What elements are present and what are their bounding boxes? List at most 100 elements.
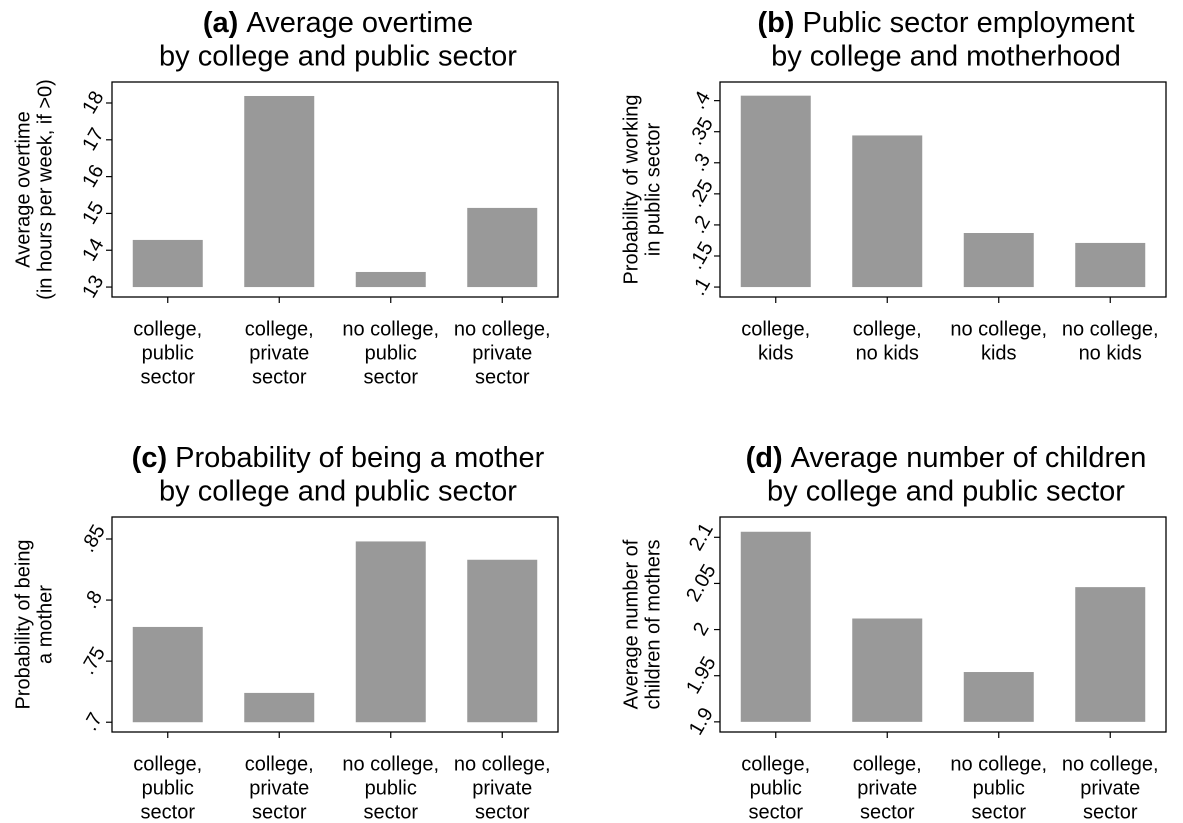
y-tick-label: 2.1: [685, 519, 718, 554]
bar: [963, 232, 1034, 288]
y-tick-label: 15: [78, 198, 108, 228]
y-tick-label: .7: [80, 709, 107, 734]
x-tick-label: public: [142, 777, 194, 799]
bar: [355, 541, 426, 723]
bar: [1075, 587, 1146, 722]
bar: [132, 239, 203, 288]
x-tick-label: college,: [741, 318, 810, 340]
chart-title: (a) Average overtime: [203, 7, 473, 39]
x-tick-label: college,: [245, 318, 314, 340]
chart-title: (b) Public sector employment: [757, 7, 1134, 39]
x-tick-label: sector: [364, 366, 419, 388]
y-tick-label: .35: [685, 114, 718, 149]
y-axis-label: Probability of being: [12, 539, 34, 709]
x-tick-label: no kids: [856, 342, 919, 364]
bar: [467, 559, 538, 723]
panel-label: (b): [757, 7, 794, 39]
x-tick-label: sector: [1083, 801, 1138, 823]
y-tick-label: 16: [78, 161, 108, 191]
x-tick-label: sector: [252, 366, 307, 388]
plot-frame: [719, 81, 1167, 298]
x-tick-label: no college,: [342, 318, 439, 340]
x-tick-label: no college,: [950, 318, 1047, 340]
y-tick-label: 17: [78, 124, 108, 154]
x-tick-label: college,: [741, 753, 810, 775]
y-axis-label: children of mothers: [642, 539, 664, 709]
bar: [740, 95, 811, 288]
x-tick-label: no kids: [1079, 342, 1142, 364]
x-tick-label: private: [249, 342, 309, 364]
y-axis-label: a mother: [34, 585, 56, 664]
y-tick-label: .25: [685, 176, 718, 211]
bar: [355, 271, 426, 288]
title-space: [794, 7, 802, 39]
bar: [1075, 242, 1146, 288]
y-tick-label: 13: [78, 272, 108, 302]
y-tick-label: .8: [80, 587, 107, 612]
x-tick-label: college,: [245, 753, 314, 775]
y-tick-label: 2: [689, 619, 714, 640]
x-tick-label: no college,: [454, 753, 551, 775]
title-space: [238, 7, 246, 39]
x-tick-label: no college,: [1062, 318, 1159, 340]
x-tick-label: private: [472, 777, 532, 799]
x-tick-label: sector: [475, 366, 530, 388]
x-tick-label: college,: [133, 318, 202, 340]
x-tick-label: private: [249, 777, 309, 799]
x-tick-label: private: [857, 777, 917, 799]
x-tick-label: public: [365, 342, 417, 364]
y-axis-label: (in hours per week, if >0): [34, 79, 56, 300]
x-tick-label: no college,: [454, 318, 551, 340]
bar: [467, 207, 538, 288]
x-tick-label: college,: [133, 753, 202, 775]
x-tick-label: public: [973, 777, 1025, 799]
title-text: Public sector employment: [803, 7, 1135, 39]
bar: [740, 531, 811, 722]
bar: [852, 618, 923, 722]
x-tick-label: public: [142, 342, 194, 364]
bar: [132, 626, 203, 723]
plot-frame: [111, 81, 559, 298]
y-tick-label: .75: [77, 643, 110, 678]
title-text: Average number of children: [791, 442, 1147, 474]
y-tick-label: 1.9: [685, 704, 718, 739]
x-tick-label: sector: [364, 801, 419, 823]
x-tick-label: public: [750, 777, 802, 799]
bar: [852, 135, 923, 288]
title-space: [783, 442, 791, 474]
chart-title: (d) Average number of children: [746, 442, 1147, 474]
x-tick-label: college,: [853, 753, 922, 775]
x-tick-label: private: [1080, 777, 1140, 799]
x-tick-label: private: [472, 342, 532, 364]
y-tick-label: .85: [77, 521, 110, 556]
panel-label: (d): [746, 442, 783, 474]
y-axis-label: Probability of working: [620, 94, 642, 284]
y-axis-label: Average number of: [620, 539, 642, 709]
title-text: Average overtime: [246, 7, 473, 39]
y-tick-label: .3: [688, 150, 715, 175]
plot-frame: [719, 516, 1167, 733]
x-tick-label: sector: [749, 801, 804, 823]
y-tick-label: .1: [688, 274, 715, 299]
chart-subtitle: by college and public sector: [159, 476, 517, 508]
x-tick-label: no college,: [342, 753, 439, 775]
title-text: Probability of being a mother: [175, 442, 544, 474]
x-tick-label: kids: [981, 342, 1017, 364]
x-tick-label: sector: [141, 366, 196, 388]
y-tick-label: .4: [688, 88, 715, 113]
bar: [963, 672, 1034, 722]
x-tick-label: sector: [475, 801, 530, 823]
plot-frame: [111, 516, 559, 733]
x-tick-label: sector: [252, 801, 307, 823]
x-tick-label: kids: [758, 342, 794, 364]
y-axis-label: in public sector: [642, 122, 664, 256]
bar: [244, 95, 315, 288]
title-space: [167, 442, 175, 474]
x-tick-label: no college,: [950, 753, 1047, 775]
x-tick-label: public: [365, 777, 417, 799]
y-tick-label: 18: [78, 87, 108, 117]
y-tick-label: 14: [78, 235, 108, 265]
y-axis-label: Average overtime: [12, 111, 34, 267]
bar: [244, 692, 315, 723]
x-tick-label: sector: [141, 801, 196, 823]
